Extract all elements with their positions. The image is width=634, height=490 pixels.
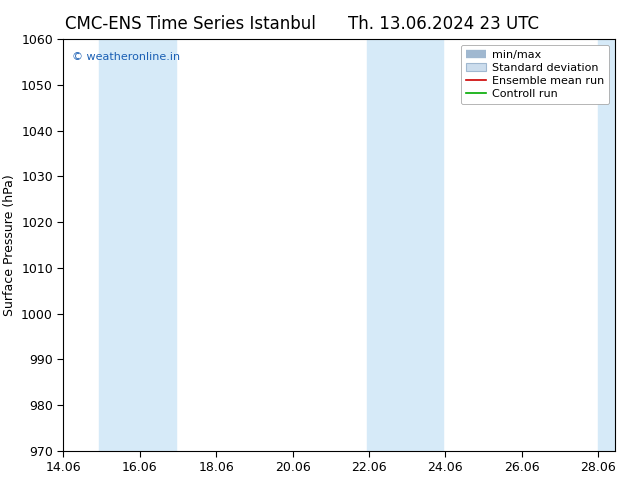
Bar [366, 39, 443, 451]
Text: CMC-ENS Time Series Istanbul: CMC-ENS Time Series Istanbul [65, 15, 316, 33]
Y-axis label: Surface Pressure (hPa): Surface Pressure (hPa) [3, 174, 16, 316]
Legend: min/max, Standard deviation, Ensemble mean run, Controll run: min/max, Standard deviation, Ensemble me… [460, 45, 609, 104]
Bar [100, 39, 176, 451]
Text: Th. 13.06.2024 23 UTC: Th. 13.06.2024 23 UTC [348, 15, 540, 33]
Text: © weatheronline.in: © weatheronline.in [72, 51, 180, 62]
Bar [598, 39, 615, 451]
